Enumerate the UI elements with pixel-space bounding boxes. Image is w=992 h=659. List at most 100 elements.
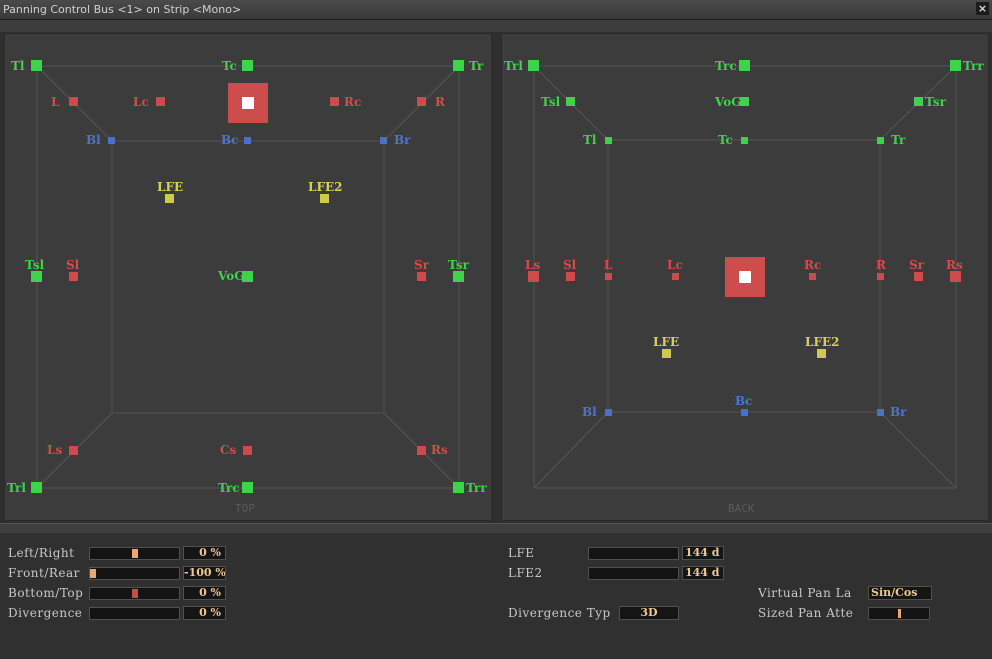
speaker-label-rc: Rc: [804, 258, 822, 272]
speaker-label-r: R: [435, 95, 445, 109]
speaker-bc[interactable]: [244, 137, 251, 144]
speaker-lc[interactable]: [672, 273, 679, 280]
back-view-panel[interactable]: BACK Trl Trc Trr Tsl VoG Tsr Tl Tc Tr Ls…: [501, 33, 989, 521]
speaker-label-tsr: Tsr: [925, 95, 946, 109]
bottom-top-slider-thumb[interactable]: [132, 589, 138, 598]
divergence-type-select[interactable]: 3D: [619, 606, 679, 620]
speaker-sr[interactable]: [914, 272, 923, 281]
speaker-lfe2[interactable]: [817, 349, 826, 358]
top-view-caption: TOP: [235, 502, 255, 515]
speaker-label-sr: Sr: [414, 258, 429, 272]
speaker-sl[interactable]: [566, 272, 575, 281]
top-view-panel[interactable]: TOP Tl Tc Tr L Lc Rc R Bl Bc Br LFE LFE2…: [4, 33, 492, 521]
speaker-tr[interactable]: [453, 60, 464, 71]
speaker-ls[interactable]: [69, 446, 78, 455]
speaker-br[interactable]: [380, 137, 387, 144]
virtual-pan-law-label: Virtual Pan La: [758, 586, 852, 600]
speaker-bl[interactable]: [605, 409, 612, 416]
speaker-label-tc: Tc: [222, 59, 237, 73]
speaker-trr[interactable]: [950, 60, 961, 71]
speaker-r[interactable]: [417, 97, 426, 106]
speaker-label-lc: Lc: [667, 258, 683, 272]
speaker-tsr[interactable]: [453, 271, 464, 282]
speaker-label-bc: Bc: [221, 133, 239, 147]
speaker-tl[interactable]: [31, 60, 42, 71]
speaker-label-rc: Rc: [344, 95, 362, 109]
speaker-label-bl: Bl: [86, 133, 101, 147]
left-right-value[interactable]: 0 %: [183, 546, 226, 560]
speaker-rc[interactable]: [330, 97, 339, 106]
speaker-label-l: L: [604, 258, 613, 272]
speaker-sl[interactable]: [69, 272, 78, 281]
speaker-tsr[interactable]: [914, 97, 923, 106]
speaker-l[interactable]: [69, 97, 78, 106]
speaker-label-bl: Bl: [582, 405, 597, 419]
bottom-top-slider[interactable]: [89, 587, 180, 600]
speaker-bl[interactable]: [108, 137, 115, 144]
speaker-tr[interactable]: [877, 137, 884, 144]
speaker-l[interactable]: [605, 273, 612, 280]
speaker-rs[interactable]: [417, 446, 426, 455]
lfe-slider[interactable]: [588, 547, 679, 560]
front-rear-slider[interactable]: [89, 567, 180, 580]
speaker-label-tl: Tl: [11, 59, 25, 73]
speaker-trc[interactable]: [739, 60, 750, 71]
speaker-tc[interactable]: [741, 137, 748, 144]
speaker-label-lfe2: LFE2: [805, 335, 840, 349]
sized-pan-atten-slider-thumb[interactable]: [898, 609, 901, 618]
speaker-tl[interactable]: [605, 137, 612, 144]
divergence-value[interactable]: 0 %: [183, 606, 226, 620]
speaker-sr[interactable]: [417, 272, 426, 281]
front-rear-slider-thumb[interactable]: [90, 569, 96, 578]
speaker-label-lfe: LFE: [653, 335, 680, 349]
virtual-pan-law-select[interactable]: Sin/Cos: [868, 586, 932, 600]
speaker-label-trl: Trl: [7, 481, 26, 495]
speaker-label-sl: Sl: [66, 258, 80, 272]
sized-pan-atten-slider[interactable]: [868, 607, 930, 620]
speaker-label-ls: Ls: [525, 258, 541, 272]
speaker-ls[interactable]: [528, 271, 539, 282]
panner-puck-top[interactable]: [228, 83, 268, 123]
speaker-lfe[interactable]: [662, 349, 671, 358]
left-right-slider-thumb[interactable]: [132, 549, 138, 558]
lfe-value[interactable]: 144 d: [682, 546, 724, 560]
lfe2-value[interactable]: 144 d: [682, 566, 724, 580]
speaker-vog[interactable]: [740, 97, 749, 106]
speaker-trc[interactable]: [242, 482, 253, 493]
speaker-rs[interactable]: [950, 271, 961, 282]
speaker-cs[interactable]: [243, 446, 252, 455]
panner-puck-back[interactable]: [725, 257, 765, 297]
bottom-top-value[interactable]: 0 %: [183, 586, 226, 600]
speaker-label-tsl: Tsl: [25, 258, 45, 272]
speaker-trr[interactable]: [453, 482, 464, 493]
speaker-label-bc: Bc: [735, 394, 753, 408]
speaker-lfe[interactable]: [165, 194, 174, 203]
left-right-label: Left/Right: [8, 546, 75, 560]
speaker-tc[interactable]: [242, 60, 253, 71]
close-icon[interactable]: ×: [976, 2, 989, 15]
speaker-label-trc: Trc: [715, 59, 737, 73]
divergence-slider[interactable]: [89, 607, 180, 620]
lfe2-slider[interactable]: [588, 567, 679, 580]
speaker-bc[interactable]: [741, 409, 748, 416]
speaker-r[interactable]: [877, 273, 884, 280]
speaker-label-trc: Trc: [218, 481, 240, 495]
speaker-trl[interactable]: [528, 60, 539, 71]
sized-pan-atten-label: Sized Pan Atte: [758, 606, 854, 620]
window-title: Panning Control Bus <1> on Strip <Mono>: [3, 3, 242, 16]
speaker-tsl[interactable]: [566, 97, 575, 106]
speaker-trl[interactable]: [31, 482, 42, 493]
speaker-vog[interactable]: [242, 271, 253, 282]
speaker-lc[interactable]: [156, 97, 165, 106]
front-rear-label: Front/Rear: [8, 566, 80, 580]
back-view-caption: BACK: [728, 502, 755, 515]
left-right-slider[interactable]: [89, 547, 180, 560]
speaker-lfe2[interactable]: [320, 194, 329, 203]
top-band: [0, 20, 992, 32]
speaker-label-tsl: Tsl: [541, 95, 561, 109]
speaker-tsl[interactable]: [31, 271, 42, 282]
speaker-br[interactable]: [877, 409, 884, 416]
front-rear-value[interactable]: -100 %: [183, 566, 226, 580]
speaker-rc[interactable]: [809, 273, 816, 280]
speaker-label-rs: Rs: [431, 443, 448, 457]
